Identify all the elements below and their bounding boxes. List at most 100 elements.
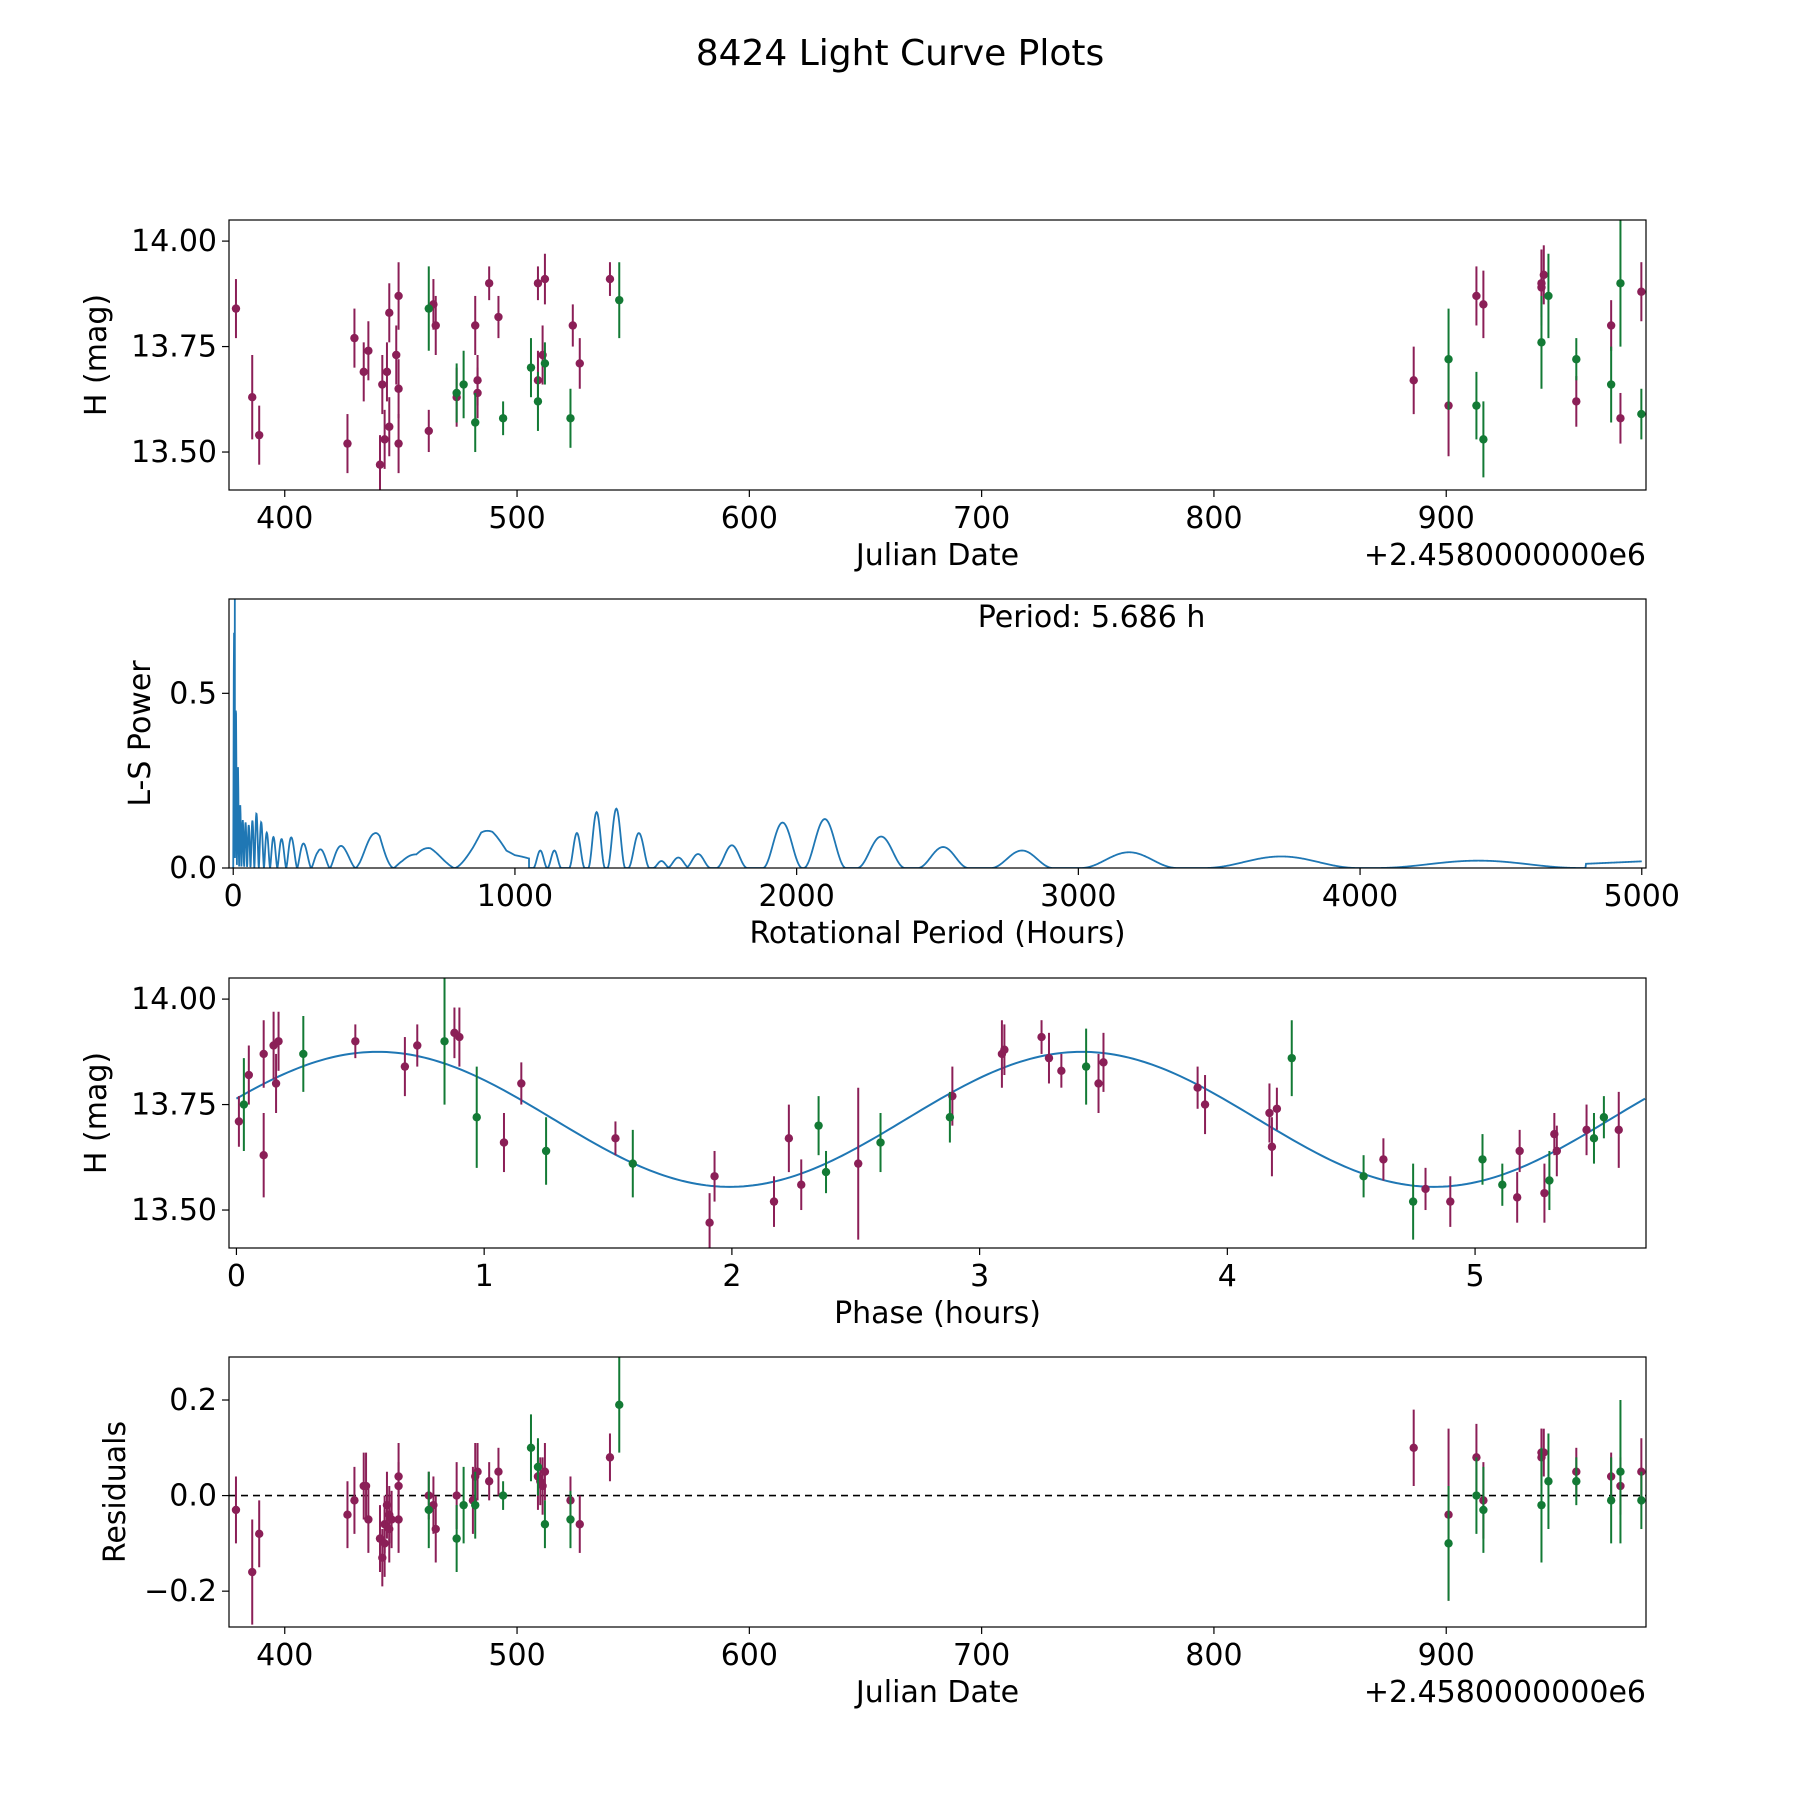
data-point <box>517 1079 526 1088</box>
data-point <box>375 460 385 469</box>
x-tick-label: 2 <box>722 1259 741 1294</box>
data-point <box>299 1049 308 1059</box>
data-point <box>1589 1134 1599 1143</box>
data-point <box>343 1510 352 1519</box>
data-point <box>1265 1108 1274 1118</box>
data-point <box>471 418 480 427</box>
data-point <box>1472 401 1481 410</box>
periodogram-line <box>232 599 1642 868</box>
data-point <box>471 321 480 330</box>
periodogram-panel: 0 1000 2000 3000 4000 5000 0.0 0.5 Rotational Pe… <box>123 598 1680 951</box>
data-point <box>876 1138 885 1147</box>
data-point <box>248 1567 257 1577</box>
x-tick-label: 400 <box>256 501 313 536</box>
x-axis-label: Phase (hours) <box>834 1296 1041 1331</box>
data-point <box>1606 380 1616 389</box>
data-point <box>498 1491 508 1500</box>
data-point <box>343 439 352 448</box>
data-point <box>797 1180 806 1189</box>
x-tick-label: 600 <box>721 501 778 536</box>
data-point <box>380 435 389 444</box>
data-point <box>1512 1193 1522 1202</box>
data-point <box>526 1443 536 1452</box>
data-point <box>254 430 264 440</box>
x-tick-label: 700 <box>953 1638 1010 1673</box>
x-tick-label: 5000 <box>1604 879 1680 914</box>
data-point <box>1545 1176 1554 1185</box>
data-point <box>231 1505 241 1515</box>
x-tick-label: 0 <box>227 1259 246 1294</box>
data-point <box>350 1496 359 1505</box>
data-point <box>431 1524 440 1534</box>
data-point <box>1409 376 1418 385</box>
y-tick-label: 13.75 <box>131 1088 217 1123</box>
data-point <box>494 312 503 322</box>
data-point <box>274 1037 283 1046</box>
x-offset-text: +2.4580000000e6 <box>1364 1675 1646 1710</box>
data-point <box>484 1477 494 1486</box>
data-point <box>540 359 550 368</box>
x-tick-label: 900 <box>1418 1638 1475 1673</box>
data-point <box>1572 355 1581 364</box>
data-point <box>540 274 550 284</box>
axes-frame <box>228 219 1647 491</box>
phased-curve-panel: 0 1 2 3 4 5 13.50 13.75 14.00 Phase (hours) H (mag… <box>79 977 1647 1331</box>
x-tick-label: 900 <box>1418 501 1475 536</box>
y-tick-label: 0.0 <box>169 851 217 886</box>
data-point <box>533 397 543 406</box>
x-axis-label: Julian Date <box>854 538 1019 573</box>
y-tick-label: 0.0 <box>169 1479 217 1514</box>
x-tick-label: 1 <box>475 1259 494 1294</box>
data-point <box>1472 291 1481 301</box>
figure-title: 8424 Light Curve Plots <box>696 33 1105 74</box>
data-point <box>394 384 403 393</box>
data-point <box>1287 1053 1296 1063</box>
data-point <box>540 1520 550 1529</box>
data-point <box>1421 1184 1430 1194</box>
data-point <box>364 1515 373 1524</box>
x-offset-text: +2.4580000000e6 <box>1364 538 1646 573</box>
x-tick-label: 4 <box>1218 1259 1237 1294</box>
data-point <box>1200 1100 1210 1109</box>
data-point <box>615 1400 624 1409</box>
y-axis-label: Residuals <box>98 1421 133 1563</box>
data-point <box>440 1037 449 1046</box>
data-point <box>471 1500 480 1510</box>
data-point <box>605 274 615 284</box>
data-point <box>1057 1066 1066 1076</box>
data-point <box>945 1113 955 1122</box>
data-point <box>769 1197 779 1206</box>
data-points <box>231 1357 1646 1625</box>
data-point <box>814 1121 823 1130</box>
data-point <box>394 291 403 301</box>
data-point <box>568 321 577 330</box>
data-point <box>611 1134 620 1143</box>
data-point <box>359 367 368 377</box>
data-point <box>1094 1079 1103 1088</box>
data-point <box>1515 1146 1524 1156</box>
y-tick-label: 0.5 <box>169 676 217 711</box>
data-point <box>575 1520 584 1529</box>
data-point <box>1637 1496 1646 1505</box>
residuals-panel: 400 500 600 700 800 900 −0.2 0.0 0.2 Julian Date R… <box>98 1356 1647 1710</box>
data-point <box>498 414 508 423</box>
y-axis-label: H (mag) <box>79 294 114 416</box>
period-annotation: Period: 5.686 h <box>978 600 1206 635</box>
data-point <box>1037 1032 1046 1042</box>
data-point <box>259 1150 268 1160</box>
data-point <box>1044 1053 1054 1063</box>
data-point <box>533 1462 543 1472</box>
data-point <box>1193 1083 1202 1092</box>
x-tick-label: 4000 <box>1322 879 1398 914</box>
y-axis-label: H (mag) <box>79 1052 114 1174</box>
x-tick-label: 1000 <box>477 879 553 914</box>
data-point <box>605 1453 615 1462</box>
data-point <box>566 414 575 423</box>
data-point <box>459 380 468 389</box>
data-points <box>234 978 1623 1248</box>
data-point <box>710 1172 719 1181</box>
x-tick-label: 500 <box>488 1638 545 1673</box>
data-point <box>385 308 394 318</box>
data-point <box>424 304 433 313</box>
axes-frame <box>228 598 1647 869</box>
